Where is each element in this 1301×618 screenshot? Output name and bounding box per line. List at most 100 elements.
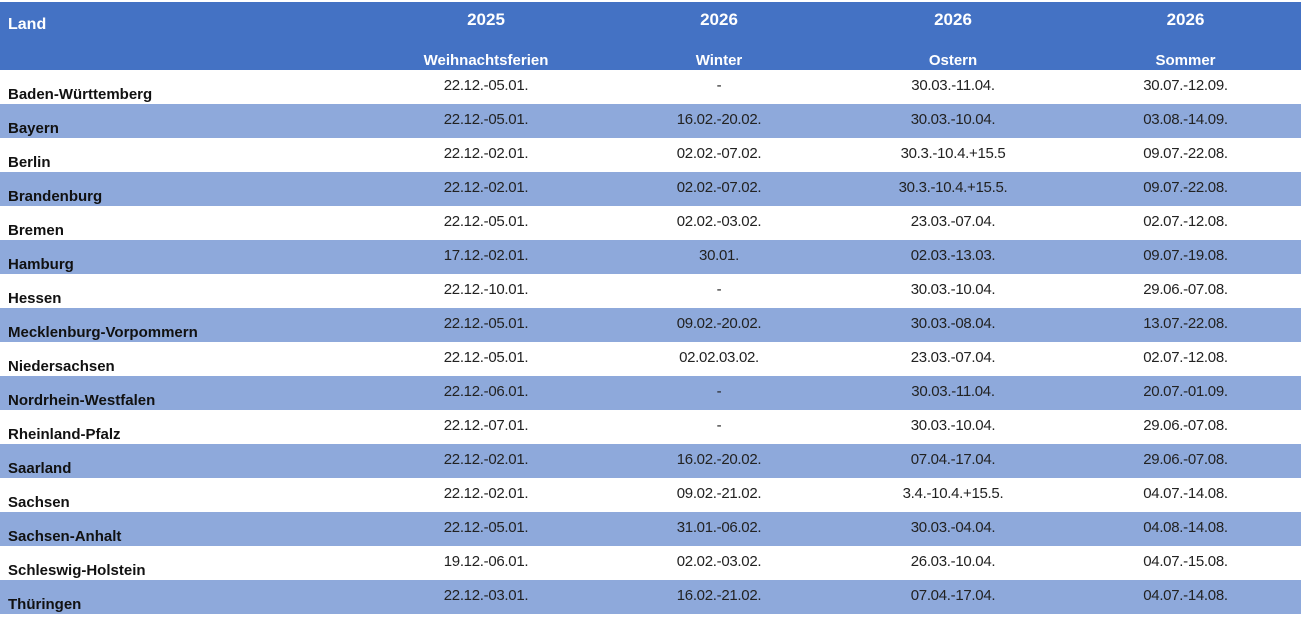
header-name: Weihnachtsferien <box>423 52 549 69</box>
land-name: Hessen <box>8 290 62 307</box>
cell-winter: 09.02.-21.02. <box>676 485 762 502</box>
cell-ostern: 30.3.-10.4.+15.5 <box>900 145 1006 162</box>
land-name: Brandenburg <box>8 188 103 205</box>
cell-winter: 02.02.03.02. <box>679 349 759 366</box>
cell-ostern: 26.03.-10.04. <box>910 553 996 570</box>
header-name: Ostern <box>928 52 978 69</box>
header-year: 2025 <box>467 10 505 29</box>
spacer <box>296 70 370 104</box>
table-header: Land 2025 Weihnachtsferien 2026 Winter 2… <box>0 2 1301 70</box>
cell-winter: 16.02.-20.02. <box>676 111 762 128</box>
spacer <box>296 274 370 308</box>
cell-sommer: 04.07.-14.08. <box>1143 485 1228 502</box>
cell-sommer: 29.06.-07.08. <box>1143 417 1228 434</box>
land-name: Schleswig-Holstein <box>8 562 146 579</box>
cell-winter: - <box>716 77 722 94</box>
table-row: Mecklenburg-Vorpommern 22.12.-05.01. 09.02… <box>0 308 1301 342</box>
cell-sommer: 13.07.-22.08. <box>1143 315 1228 332</box>
cell-winter: 31.01.-06.02. <box>676 519 762 536</box>
cell-sommer: 20.07.-01.09. <box>1143 383 1228 400</box>
cell-winter: - <box>716 417 722 434</box>
cell-weihnachtsferien: 19.12.-06.01. <box>443 553 529 570</box>
cell-sommer: 09.07.-22.08. <box>1143 145 1228 162</box>
cell-winter: 02.02.-07.02. <box>676 179 762 196</box>
cell-ostern: 07.04.-17.04. <box>910 451 996 468</box>
table-row: Hamburg 17.12.-02.01. 30.01. 02.03.-13.03. 0… <box>0 240 1301 274</box>
land-name: Rheinland-Pfalz <box>8 426 121 443</box>
table-row: Rheinland-Pfalz 22.12.-07.01. - 30.03.-10.0… <box>0 410 1301 444</box>
table-row: Bayern 22.12.-05.01. 16.02.-20.02. 30.03.-1… <box>0 104 1301 138</box>
table-row: Brandenburg 22.12.-02.01. 02.02.-07.02. 30.… <box>0 172 1301 206</box>
cell-weihnachtsferien: 22.12.-02.01. <box>443 451 529 468</box>
table-row: Sachsen 22.12.-02.01. 09.02.-21.02. 3.4.-10… <box>0 478 1301 512</box>
table-row: Baden-Württemberg 22.12.-05.01. - 30.03.-11… <box>0 70 1301 104</box>
table-row: Berlin 22.12.-02.01. 02.02.-07.02. 30.3.-10… <box>0 138 1301 172</box>
cell-ostern: 3.4.-10.4.+15.5. <box>902 485 1004 502</box>
header-col-ostern: 2026 Ostern <box>836 2 1070 70</box>
header-spacer <box>296 2 370 70</box>
cell-winter: 02.02.-03.02. <box>676 553 762 570</box>
header-name: Sommer <box>1155 52 1216 69</box>
table-row: Schleswig-Holstein 19.12.-06.01. 02.02.-03… <box>0 546 1301 580</box>
cell-ostern: 07.04.-17.04. <box>910 587 996 604</box>
cell-winter: 30.01. <box>699 247 739 264</box>
cell-weihnachtsferien: 22.12.-10.01. <box>443 281 529 298</box>
land-name: Sachsen <box>8 494 70 511</box>
table-row: Sachsen-Anhalt 22.12.-05.01. 31.01.-06.02.… <box>0 512 1301 546</box>
cell-ostern: 30.3.-10.4.+15.5. <box>898 179 1008 196</box>
cell-winter: - <box>716 383 722 400</box>
header-land: Land <box>8 16 47 33</box>
header-year: 2026 <box>700 10 738 29</box>
cell-sommer: 04.08.-14.08. <box>1143 519 1228 536</box>
spacer <box>296 206 370 240</box>
table-row: Hessen 22.12.-10.01. - 30.03.-10.04. 29.06.-… <box>0 274 1301 308</box>
table-row: Saarland 22.12.-02.01. 16.02.-20.02. 07.04.… <box>0 444 1301 478</box>
cell-ostern: 30.03.-04.04. <box>910 519 996 536</box>
spacer <box>296 444 370 478</box>
spacer <box>296 172 370 206</box>
cell-ostern: 30.03.-08.04. <box>910 315 996 332</box>
cell-weihnachtsferien: 22.12.-05.01. <box>443 349 529 366</box>
cell-winter: 16.02.-20.02. <box>676 451 762 468</box>
cell-winter: 09.02.-20.02. <box>676 315 762 332</box>
cell-ostern: 30.03.-10.04. <box>910 281 996 298</box>
cell-weihnachtsferien: 22.12.-06.01. <box>443 383 529 400</box>
spacer <box>296 138 370 172</box>
cell-sommer: 29.06.-07.08. <box>1143 281 1228 298</box>
header-year: 2026 <box>934 10 972 29</box>
land-name: Sachsen-Anhalt <box>8 528 122 545</box>
header-col-weihnachtsferien: 2025 Weihnachtsferien <box>370 2 602 70</box>
table-row: Bremen 22.12.-05.01. 02.02.-03.02. 23.03.-0… <box>0 206 1301 240</box>
cell-weihnachtsferien: 22.12.-05.01. <box>443 519 529 536</box>
land-name: Niedersachsen <box>8 358 115 375</box>
cell-ostern: 23.03.-07.04. <box>910 349 996 366</box>
header-col-sommer: 2026 Sommer <box>1070 2 1301 70</box>
cell-winter: 02.02.-03.02. <box>676 213 762 230</box>
table-row: Nordrhein-Westfalen 22.12.-06.01. - 30.03.-… <box>0 376 1301 410</box>
land-name: Hamburg <box>8 256 74 273</box>
cell-weihnachtsferien: 22.12.-07.01. <box>443 417 529 434</box>
land-name: Thüringen <box>8 596 82 613</box>
cell-weihnachtsferien: 22.12.-05.01. <box>443 77 529 94</box>
land-name: Mecklenburg-Vorpommern <box>8 324 198 341</box>
cell-sommer: 04.07.-14.08. <box>1143 587 1228 604</box>
land-name: Bayern <box>8 120 59 137</box>
spacer <box>296 308 370 342</box>
table-row: Thüringen 22.12.-03.01. 16.02.-21.02. 07.04… <box>0 580 1301 614</box>
header-name: Winter <box>695 52 743 69</box>
spacer <box>296 512 370 546</box>
spacer <box>296 410 370 444</box>
cell-sommer: 09.07.-22.08. <box>1143 179 1228 196</box>
cell-sommer: 09.07.-19.08. <box>1143 247 1228 264</box>
land-name: Bremen <box>8 222 64 239</box>
cell-sommer: 03.08.-14.09. <box>1143 111 1228 128</box>
header-col-winter: 2026 Winter <box>602 2 836 70</box>
spacer <box>296 546 370 580</box>
cell-sommer: 02.07.-12.08. <box>1143 213 1228 230</box>
cell-weihnachtsferien: 22.12.-02.01. <box>443 485 529 502</box>
table-row: Niedersachsen 22.12.-05.01. 02.02.03.02. 23… <box>0 342 1301 376</box>
cell-weihnachtsferien: 22.12.-05.01. <box>443 213 529 230</box>
land-name: Berlin <box>8 154 51 171</box>
cell-sommer: 02.07.-12.08. <box>1143 349 1228 366</box>
land-name: Nordrhein-Westfalen <box>8 392 156 409</box>
